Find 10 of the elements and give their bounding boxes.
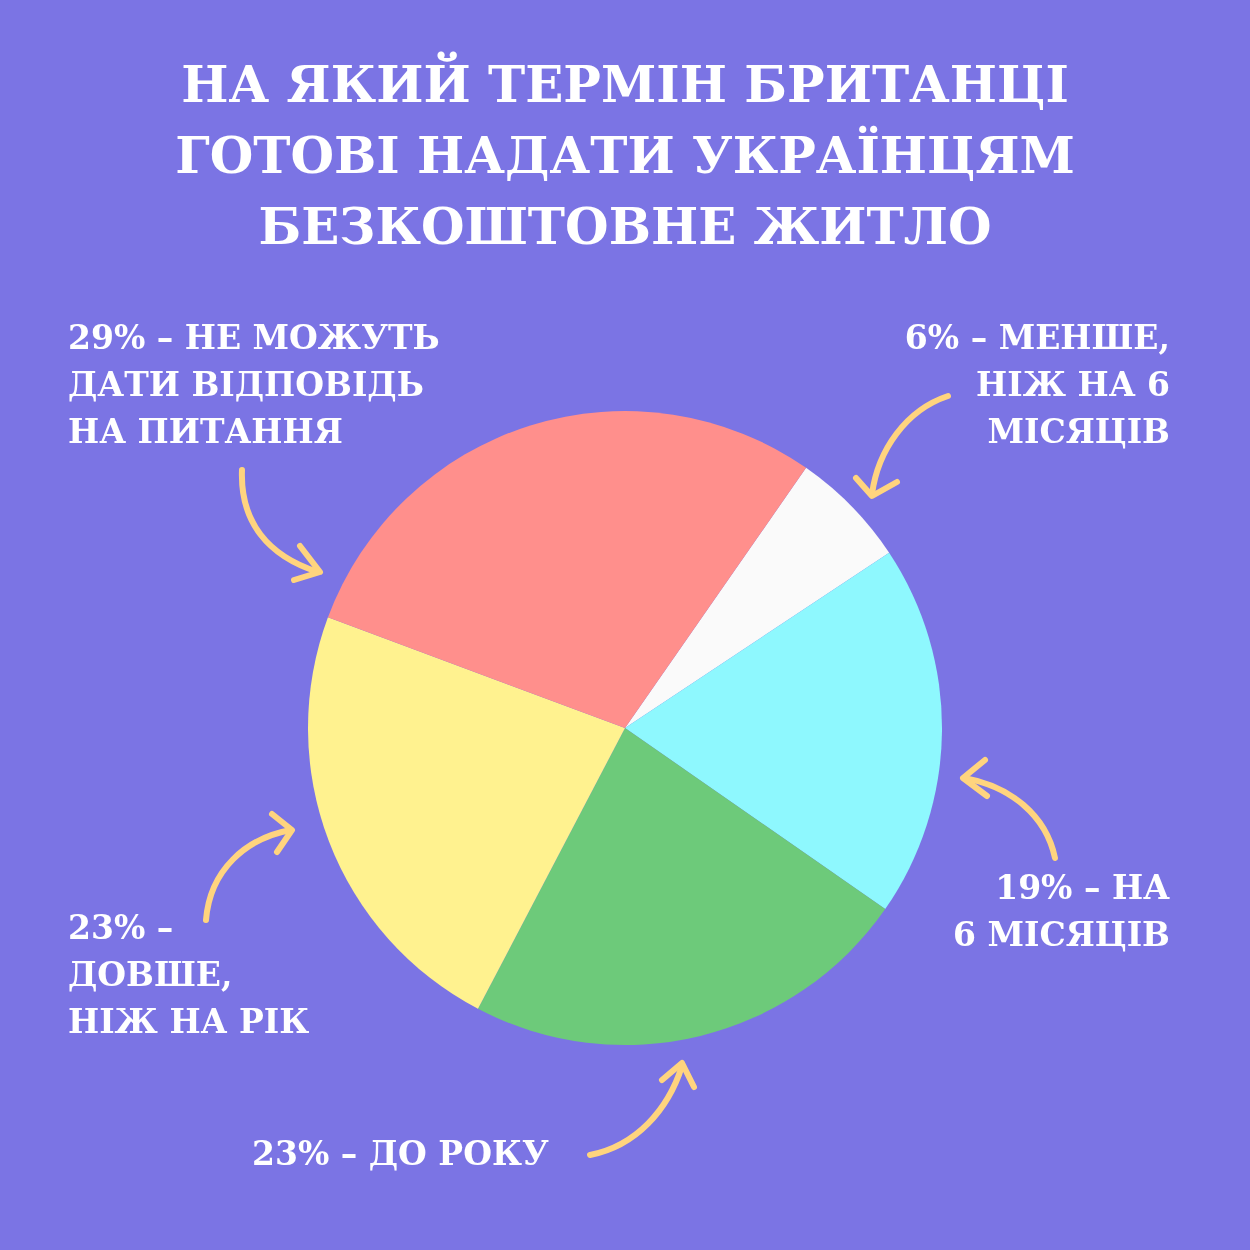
pie-slice xyxy=(625,552,942,910)
slice-label: 6% – МЕНШЕ, НІЖ НА 6 МІСЯЦІВ xyxy=(904,318,1170,451)
slice-label: 19% – НА 6 МІСЯЦІВ xyxy=(953,868,1171,954)
slice-label: 23% – ДО РОКУ xyxy=(252,1134,549,1173)
pie-slice xyxy=(308,617,625,1009)
pie-slice xyxy=(477,728,886,1045)
slice-label: 23% – ДОВШЕ, НІЖ НА РІК xyxy=(68,908,310,1041)
chart-title: НА ЯКИЙ ТЕРМІН БРИТАНЦІ ГОТОВІ НАДАТИ УКРАЇНЦЯМ БЕЗКОШТОВНЕ ЖИТЛО xyxy=(175,51,1075,256)
slice-label: 29% – НЕ МОЖУТЬ ДАТИ ВІДПОВІДЬ НА ПИТАННЯ xyxy=(68,318,440,451)
pie-slice xyxy=(625,467,890,728)
